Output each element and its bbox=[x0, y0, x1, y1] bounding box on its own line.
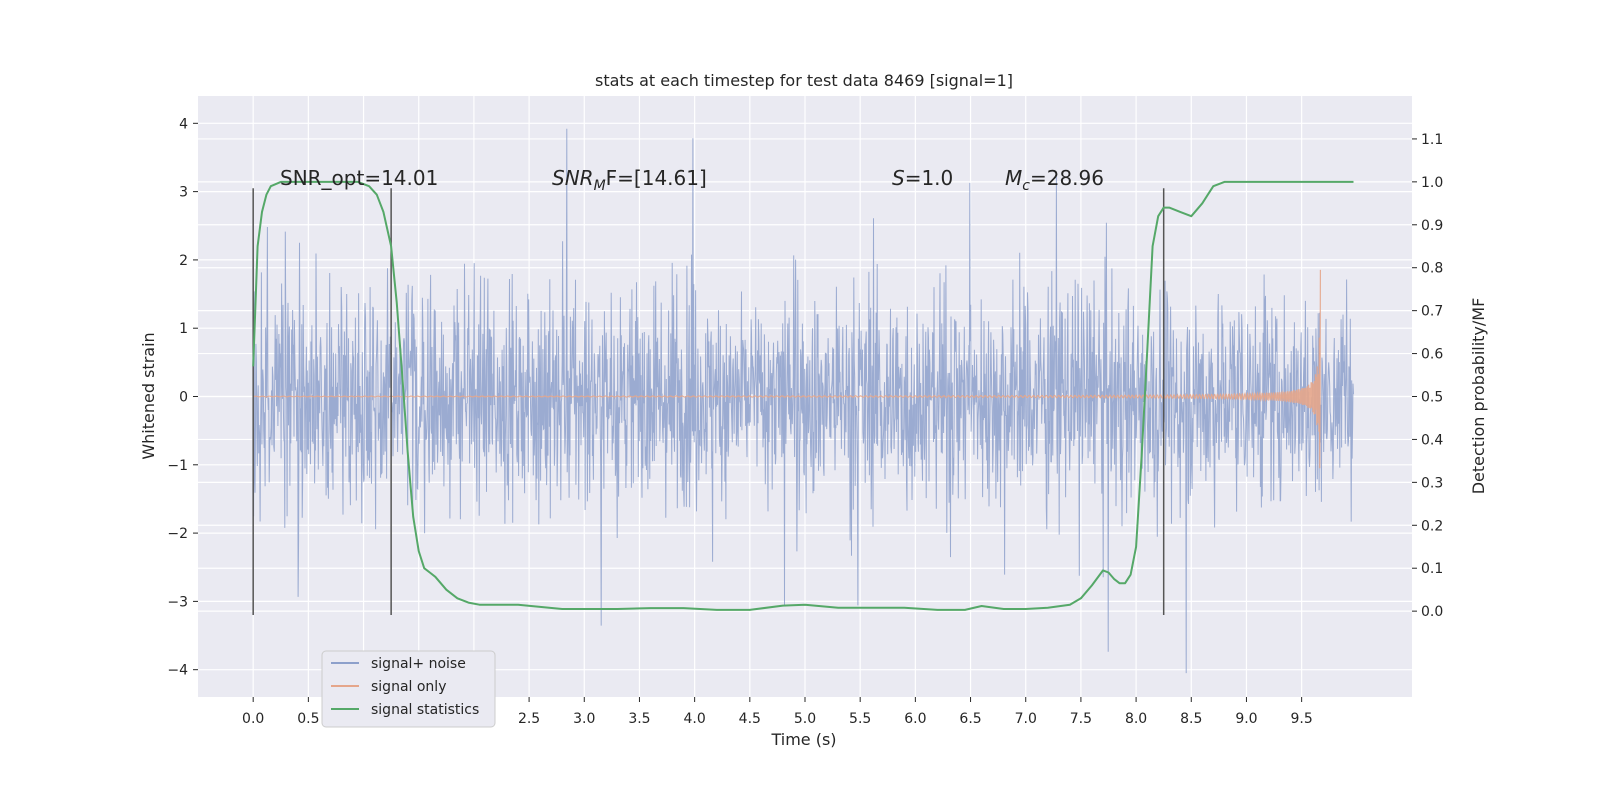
x-tick-label: 6.5 bbox=[959, 711, 981, 727]
y-axis-label: Whitened strain bbox=[139, 332, 158, 459]
s-value: =1.0 bbox=[905, 166, 954, 190]
x-tick-label: 8.5 bbox=[1180, 711, 1202, 727]
legend-label-signal-statistics: signal statistics bbox=[371, 702, 479, 718]
y2-axis-label: Detection probability/MF bbox=[1469, 298, 1488, 495]
y-tick-label: −2 bbox=[167, 526, 188, 542]
x-tick-label: 6.0 bbox=[904, 711, 926, 727]
y2-tick-label: 0.8 bbox=[1421, 261, 1443, 277]
signal-plus-noise-series bbox=[252, 128, 1354, 674]
snr-mf-sub: M bbox=[594, 178, 606, 194]
y2-tick-label: 0.2 bbox=[1421, 518, 1443, 534]
y-tick-label: 4 bbox=[179, 116, 188, 132]
mc-name: M bbox=[1005, 166, 1022, 190]
y-tick-label: −1 bbox=[167, 458, 188, 474]
y-tick-label: −4 bbox=[167, 663, 188, 679]
y-tick-label: 2 bbox=[179, 253, 188, 269]
x-axis-label: Time (s) bbox=[770, 730, 836, 749]
x-tick-label: 4.0 bbox=[684, 711, 706, 727]
snr-mf-value: F=[14.61] bbox=[606, 166, 707, 190]
y2-tick-label: 0.6 bbox=[1421, 347, 1443, 363]
s-annotation: S=1.0 bbox=[892, 166, 953, 190]
y2-tick-label: 1.0 bbox=[1421, 175, 1443, 191]
y2-tick-label: 0.3 bbox=[1421, 475, 1443, 491]
snr-mf-name: SNR bbox=[552, 166, 594, 190]
x-tick-label: 3.5 bbox=[628, 711, 650, 727]
mc-annotation: Mc=28.96 bbox=[1005, 166, 1104, 194]
signal-statistics-line bbox=[252, 180, 1354, 611]
y-tick-label: 0 bbox=[179, 390, 188, 406]
snr-mf-annotation: SNRMF=[14.61] bbox=[552, 166, 707, 194]
legend-label-signal-only: signal only bbox=[371, 679, 446, 695]
x-tick-label: 0.0 bbox=[242, 711, 264, 727]
mc-value: =28.96 bbox=[1030, 166, 1104, 190]
y2-tick-label: 0.5 bbox=[1421, 390, 1443, 406]
x-tick-label: 7.0 bbox=[1015, 711, 1037, 727]
y2-tick-label: 0.0 bbox=[1421, 604, 1443, 620]
x-tick-label: 0.5 bbox=[297, 711, 319, 727]
signal-only-line bbox=[253, 269, 1321, 469]
x-tick-label: 8.0 bbox=[1125, 711, 1147, 727]
x-tick-label: 5.0 bbox=[794, 711, 816, 727]
legend-box bbox=[321, 650, 496, 728]
chart-title: stats at each timestep for test data 846… bbox=[595, 71, 1013, 90]
legend: signal+ noise signal only signal statist… bbox=[321, 650, 496, 728]
signal-statistics-series bbox=[252, 180, 1354, 611]
s-name: S bbox=[892, 166, 905, 190]
y2-tick-label: 0.4 bbox=[1421, 432, 1443, 448]
x-tick-label: 7.5 bbox=[1070, 711, 1092, 727]
y2-tick-label: 0.9 bbox=[1421, 218, 1443, 234]
x-tick-label: 3.0 bbox=[573, 711, 595, 727]
snr-opt-annotation: SNR_opt=14.01 bbox=[280, 166, 438, 190]
y-tick-label: 1 bbox=[179, 321, 188, 337]
signal-plus-noise-line bbox=[252, 128, 1354, 674]
y-tick-label: −3 bbox=[167, 594, 188, 610]
legend-label-signal-plus-noise: signal+ noise bbox=[371, 656, 466, 672]
x-tick-label: 2.5 bbox=[518, 711, 540, 727]
vertical-markers bbox=[252, 188, 1165, 616]
x-tick-label: 5.5 bbox=[849, 711, 871, 727]
signal-only-series bbox=[253, 269, 1321, 469]
x-tick-label: 4.5 bbox=[739, 711, 761, 727]
y2-tick-label: 1.1 bbox=[1421, 132, 1443, 148]
x-tick-label: 9.5 bbox=[1291, 711, 1313, 727]
y2-tick-label: 0.7 bbox=[1421, 304, 1443, 320]
x-tick-label: 9.0 bbox=[1235, 711, 1257, 727]
y2-tick-label: 0.1 bbox=[1421, 561, 1443, 577]
y-tick-label: 3 bbox=[179, 185, 188, 201]
mc-sub: c bbox=[1022, 178, 1030, 194]
